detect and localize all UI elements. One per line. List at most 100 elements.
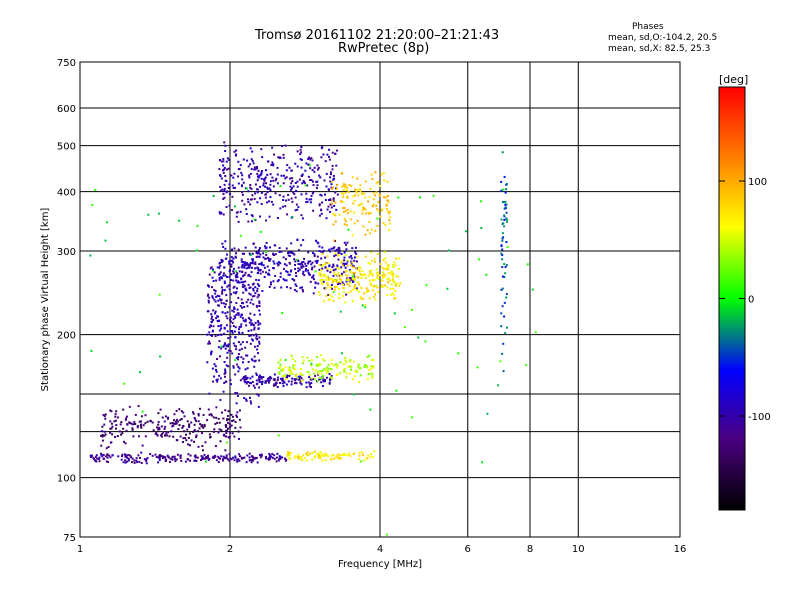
- data-point: [357, 458, 360, 461]
- data-point: [370, 228, 373, 231]
- data-point: [268, 455, 271, 458]
- data-point: [347, 228, 350, 231]
- data-point: [265, 253, 268, 256]
- data-point: [259, 268, 262, 271]
- data-point: [206, 284, 209, 287]
- data-point: [100, 444, 103, 447]
- data-point: [301, 374, 304, 377]
- data-point: [297, 267, 300, 270]
- data-point: [250, 187, 253, 190]
- data-point: [223, 372, 226, 375]
- data-point: [257, 352, 260, 355]
- data-point: [222, 345, 225, 348]
- data-point: [534, 331, 537, 334]
- data-point: [140, 451, 143, 454]
- data-point: [239, 164, 242, 167]
- data-point: [357, 204, 360, 207]
- data-point: [224, 149, 227, 152]
- data-point: [252, 242, 255, 245]
- data-point: [357, 363, 360, 366]
- data-point: [200, 432, 203, 435]
- data-point: [395, 389, 398, 392]
- data-point: [296, 259, 299, 262]
- data-point: [272, 260, 275, 263]
- data-point: [163, 456, 166, 459]
- data-point: [172, 435, 175, 438]
- data-point: [260, 454, 263, 457]
- data-point: [184, 460, 187, 463]
- data-point: [297, 249, 300, 252]
- data-point: [329, 173, 332, 176]
- data-point: [242, 302, 245, 305]
- data-point: [160, 435, 163, 438]
- data-point: [269, 173, 272, 176]
- data-point: [356, 255, 359, 258]
- data-point: [295, 189, 298, 192]
- data-point: [267, 380, 270, 383]
- data-point: [375, 204, 378, 207]
- colorbar-tick-label: 0: [748, 295, 754, 306]
- data-point: [352, 360, 355, 363]
- data-point: [228, 453, 231, 456]
- data-point: [208, 413, 211, 416]
- data-point: [371, 205, 374, 208]
- data-point: [383, 251, 386, 254]
- data-point: [237, 341, 240, 344]
- data-point: [381, 266, 384, 269]
- data-point: [372, 203, 375, 206]
- data-point: [390, 293, 393, 296]
- data-point: [280, 174, 283, 177]
- data-point: [294, 379, 297, 382]
- data-point: [231, 352, 234, 355]
- data-point: [253, 365, 256, 368]
- data-point: [341, 281, 344, 284]
- data-point: [352, 277, 355, 280]
- data-point: [236, 392, 239, 395]
- data-point: [323, 287, 326, 290]
- data-point: [202, 413, 205, 416]
- data-point: [305, 268, 308, 271]
- data-point: [325, 278, 328, 281]
- data-point: [249, 263, 252, 266]
- data-point: [302, 265, 305, 268]
- data-point: [260, 203, 263, 206]
- data-point: [243, 397, 246, 400]
- data-point: [279, 456, 282, 459]
- data-point: [321, 267, 324, 270]
- data-point: [239, 343, 242, 346]
- data-point: [217, 304, 220, 307]
- data-point: [316, 241, 319, 244]
- data-point: [376, 290, 379, 293]
- data-point: [526, 263, 529, 266]
- data-point: [235, 356, 238, 359]
- data-point: [241, 377, 244, 380]
- data-point: [262, 256, 265, 259]
- data-point: [208, 296, 211, 299]
- data-point: [210, 413, 213, 416]
- data-point: [245, 382, 248, 385]
- data-point: [220, 260, 223, 263]
- data-point: [227, 158, 230, 161]
- data-point: [350, 257, 353, 260]
- data-point: [371, 272, 374, 275]
- data-point: [333, 288, 336, 291]
- data-point: [225, 364, 228, 367]
- data-point: [175, 409, 178, 412]
- data-point: [346, 186, 349, 189]
- data-point: [380, 209, 383, 212]
- data-point: [291, 377, 294, 380]
- data-point: [89, 254, 92, 257]
- data-point: [358, 290, 361, 293]
- data-point: [218, 340, 221, 343]
- data-point: [237, 296, 240, 299]
- data-point: [384, 284, 387, 287]
- data-point: [254, 321, 257, 324]
- data-point: [238, 332, 241, 335]
- data-point: [242, 457, 245, 460]
- data-point: [159, 434, 162, 437]
- data-point: [345, 376, 348, 379]
- data-point: [328, 248, 331, 251]
- data-point: [349, 271, 352, 274]
- data-point: [343, 271, 346, 274]
- data-point: [353, 211, 356, 214]
